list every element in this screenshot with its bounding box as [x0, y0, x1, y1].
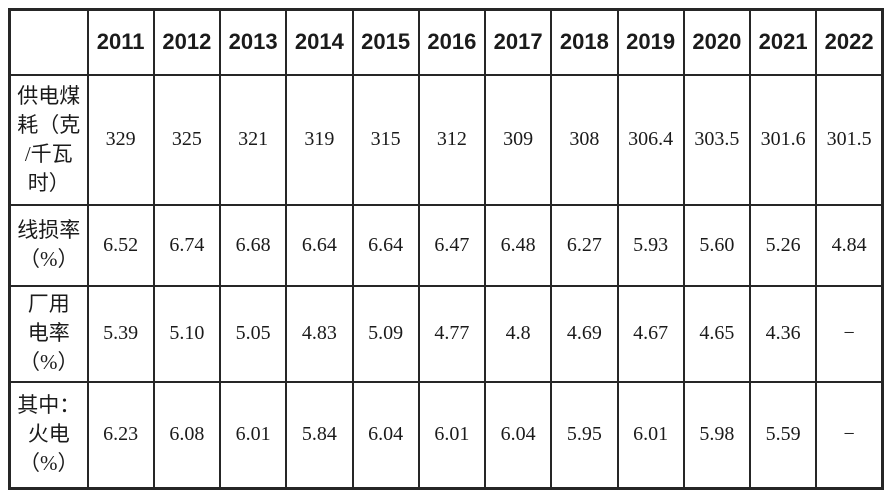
data-cell: 5.39	[86, 285, 155, 383]
data-cell: 321	[218, 73, 288, 206]
data-cell: 312	[417, 73, 487, 206]
data-cell: 6.08	[152, 380, 222, 490]
data-cell: 4.83	[285, 285, 354, 383]
data-cell: 308	[550, 73, 619, 206]
data-cell: 319	[285, 73, 354, 206]
data-cell: 303.5	[682, 73, 752, 206]
data-cell: 6.74	[152, 203, 222, 288]
data-cell: 315	[351, 73, 420, 206]
data-cell: 325	[152, 73, 222, 206]
data-cell: 5.95	[550, 380, 619, 490]
data-cell: 4.8	[483, 285, 553, 383]
data-cell: 6.64	[285, 203, 354, 288]
data-cell: 6.04	[351, 380, 420, 490]
corner-cell	[8, 8, 89, 76]
statistics-table: 2011 2012 2013 2014 2015 2016 2017 2018 …	[8, 8, 884, 490]
year-header-2020: 2020	[682, 8, 752, 76]
data-cell: 6.48	[483, 203, 553, 288]
row-label-thermal-power: 其中： 火电 （%）	[8, 380, 89, 490]
data-cell: 301.5	[815, 73, 884, 206]
data-cell: 4.65	[682, 285, 752, 383]
data-cell: 5.93	[616, 203, 685, 288]
data-cell: 4.67	[616, 285, 685, 383]
year-header-2019: 2019	[616, 8, 685, 76]
data-cell: 301.6	[748, 73, 818, 206]
row-label-coal-consumption: 供电煤 耗（克 /千瓦 时）	[8, 73, 89, 206]
data-cell: 6.27	[550, 203, 619, 288]
data-cell: 6.01	[218, 380, 288, 490]
data-cell: 6.23	[86, 380, 155, 490]
data-cell: −	[815, 380, 884, 490]
data-cell: 5.59	[748, 380, 818, 490]
data-cell: 5.09	[351, 285, 420, 383]
data-cell: 6.04	[483, 380, 553, 490]
data-cell: 329	[86, 73, 155, 206]
row-label-plant-power-rate: 厂用 电率 （%）	[8, 285, 89, 383]
data-cell: 6.68	[218, 203, 288, 288]
year-header-2013: 2013	[218, 8, 288, 76]
table-row-thermal-power: 其中： 火电 （%） 6.23 6.08 6.01 5.84 6.04 6.01…	[8, 380, 884, 490]
table-header-row: 2011 2012 2013 2014 2015 2016 2017 2018 …	[8, 8, 884, 76]
data-cell: 6.52	[86, 203, 155, 288]
year-header-2015: 2015	[351, 8, 420, 76]
data-cell: 5.98	[682, 380, 752, 490]
data-cell: 6.01	[616, 380, 685, 490]
data-cell: 309	[483, 73, 553, 206]
data-cell: 6.64	[351, 203, 420, 288]
year-header-2011: 2011	[86, 8, 155, 76]
year-header-2014: 2014	[285, 8, 354, 76]
table-row-coal-consumption: 供电煤 耗（克 /千瓦 时） 329 325 321 319 315 312 3…	[8, 73, 884, 206]
year-header-2022: 2022	[815, 8, 884, 76]
data-cell: 5.10	[152, 285, 222, 383]
table-row-plant-power-rate: 厂用 电率 （%） 5.39 5.10 5.05 4.83 5.09 4.77 …	[8, 285, 884, 383]
year-header-2017: 2017	[483, 8, 553, 76]
year-header-2018: 2018	[550, 8, 619, 76]
data-cell: 4.36	[748, 285, 818, 383]
data-cell: 5.84	[285, 380, 354, 490]
data-cell: 4.69	[550, 285, 619, 383]
data-cell: 5.26	[748, 203, 818, 288]
data-cell: 6.01	[417, 380, 487, 490]
table-row-line-loss-rate: 线损率 （%） 6.52 6.74 6.68 6.64 6.64 6.47 6.…	[8, 203, 884, 288]
data-cell: −	[815, 285, 884, 383]
data-cell: 5.05	[218, 285, 288, 383]
row-label-line-loss-rate: 线损率 （%）	[8, 203, 89, 288]
data-cell: 4.77	[417, 285, 487, 383]
data-cell: 306.4	[616, 73, 685, 206]
data-cell: 4.84	[815, 203, 884, 288]
year-header-2016: 2016	[417, 8, 487, 76]
year-header-2021: 2021	[748, 8, 818, 76]
data-cell: 5.60	[682, 203, 752, 288]
data-cell: 6.47	[417, 203, 487, 288]
year-header-2012: 2012	[152, 8, 222, 76]
